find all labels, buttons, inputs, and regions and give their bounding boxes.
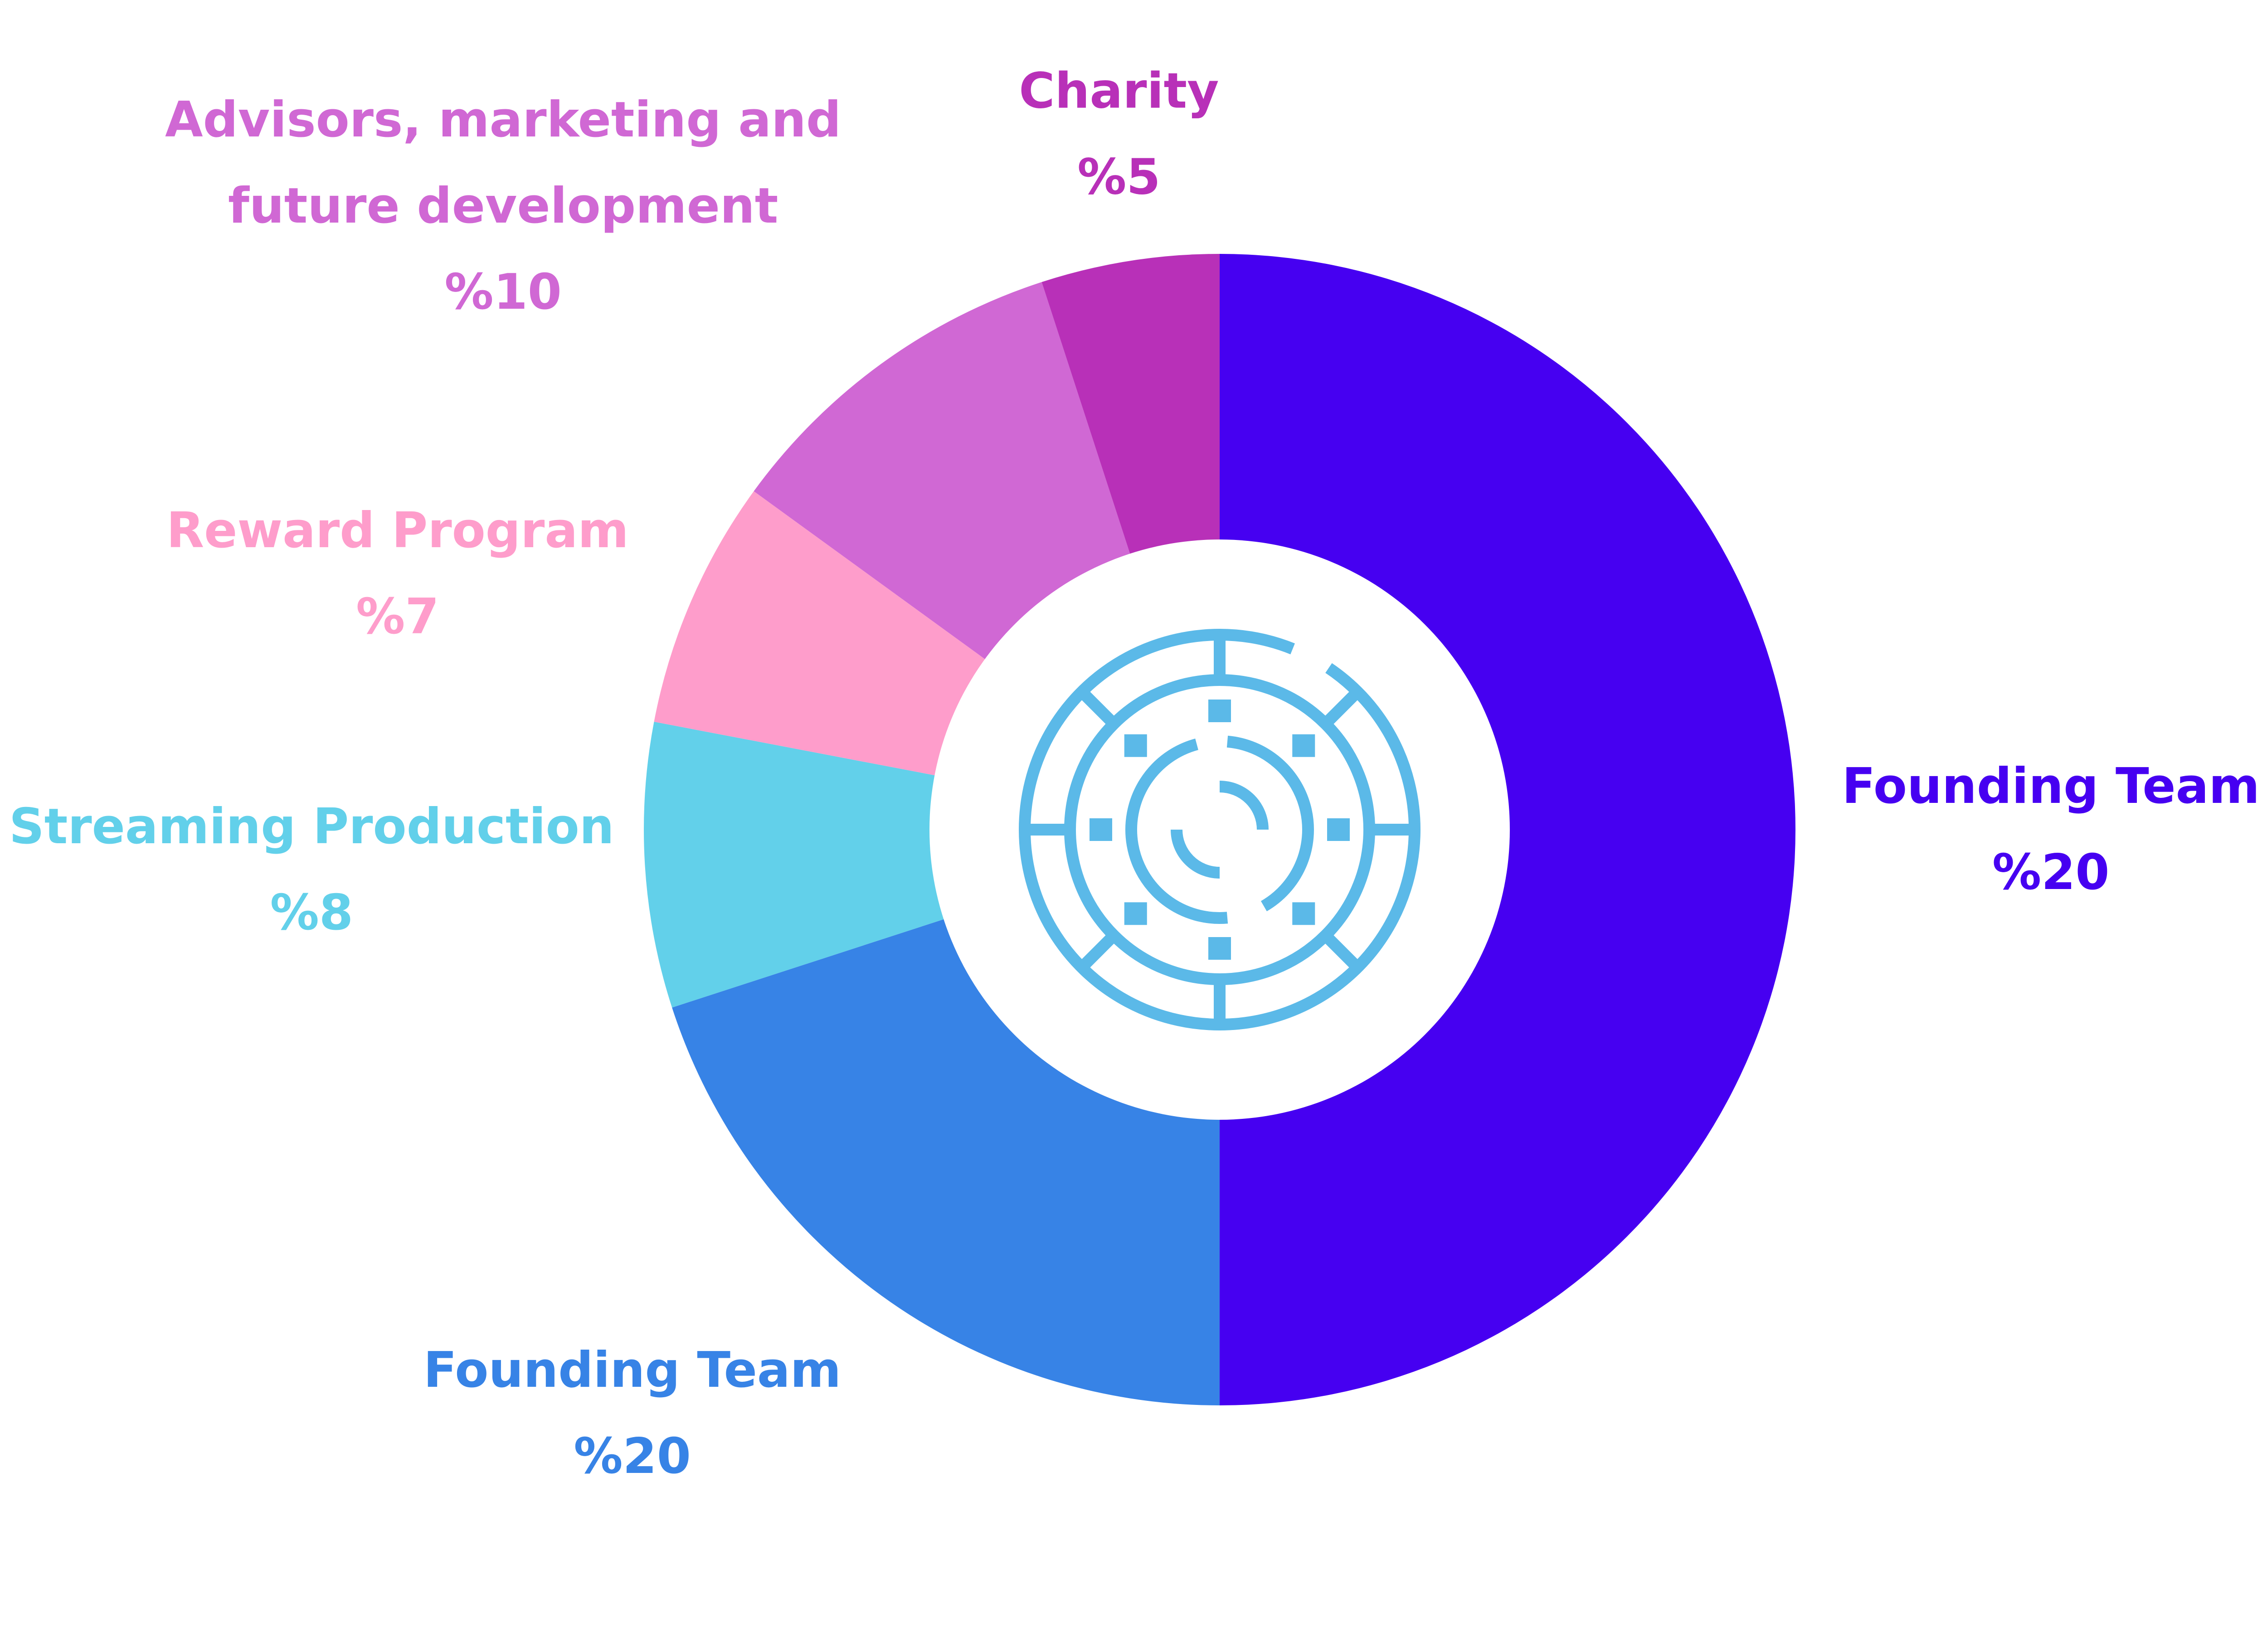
slice-label-3: Reward Program %7 xyxy=(166,502,629,645)
icon-dot-3 xyxy=(1292,902,1315,925)
chip-maze-icon xyxy=(1019,629,1421,1030)
icon-dot-5 xyxy=(1124,902,1147,925)
slice-label-1: Founding Team %20 xyxy=(423,1342,841,1485)
slice-label-2: Streaming Production %8 xyxy=(9,798,614,941)
slice-label-4: Advisors, marketing and future developmen… xyxy=(165,92,841,321)
slice-label-0: Founding Team %20 xyxy=(1842,758,2260,901)
icon-spoke-1 xyxy=(1321,687,1362,728)
icon-dot-4 xyxy=(1208,937,1231,960)
icon-dot-7 xyxy=(1124,734,1147,757)
icon-inner-ring-a xyxy=(1226,735,1314,912)
icon-spoke-3 xyxy=(1321,931,1362,972)
icon-dot-2 xyxy=(1327,818,1350,841)
icon-dot-1 xyxy=(1292,734,1315,757)
icon-dot-6 xyxy=(1090,818,1112,841)
icon-dot-0 xyxy=(1208,700,1231,722)
icon-inner-ring-b xyxy=(1125,739,1228,924)
slice-label-5: Charity %5 xyxy=(1019,63,1219,205)
icon-spoke-7 xyxy=(1077,687,1118,728)
slice-labels: Founding Team %20 Founding Team %20 Streamin… xyxy=(9,63,2260,1484)
icon-hook-b xyxy=(1171,829,1220,879)
icon-spoke-5 xyxy=(1077,931,1118,972)
icon-hook-a xyxy=(1219,781,1269,830)
donut-hole xyxy=(929,539,1510,1120)
